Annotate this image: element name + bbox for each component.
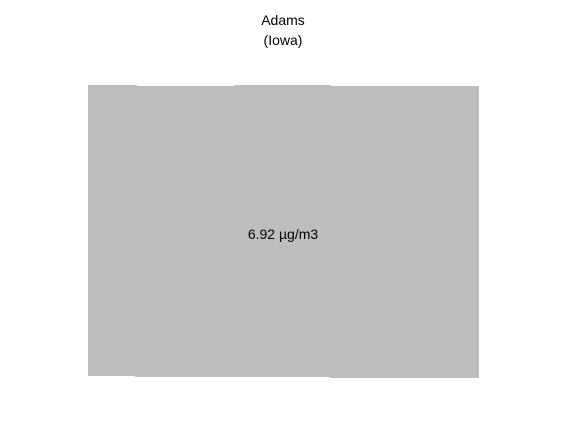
map-title-state: (Iowa) bbox=[263, 32, 303, 48]
map-title-county: Adams bbox=[261, 12, 305, 28]
county-value-label: 6.92 µg/m3 bbox=[247, 226, 319, 242]
county-shape bbox=[88, 85, 479, 378]
